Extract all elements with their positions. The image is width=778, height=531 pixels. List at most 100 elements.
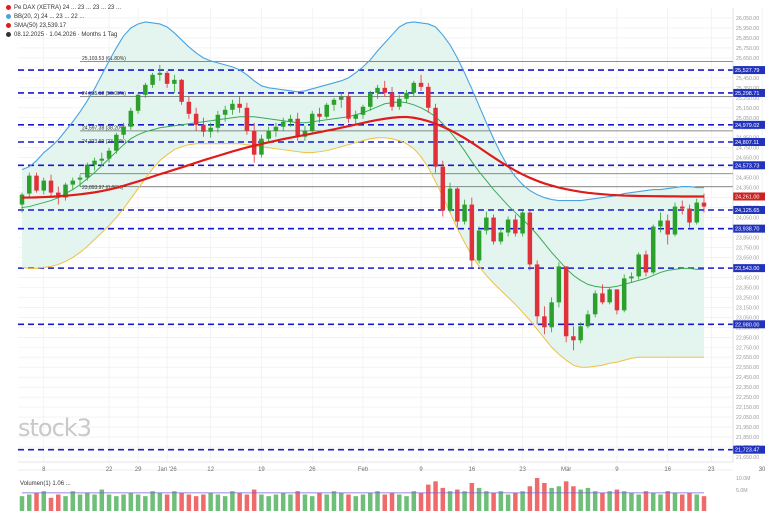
candle-down xyxy=(440,166,446,211)
volume-bar xyxy=(259,494,264,511)
volume-bar xyxy=(447,491,453,511)
y-tick-label: 22,250.00 xyxy=(736,395,759,401)
candle-up xyxy=(404,92,409,99)
volume-bar xyxy=(578,489,583,511)
candle-down xyxy=(469,204,475,261)
candle-down xyxy=(513,219,518,234)
volume-bar xyxy=(563,481,569,511)
candle-down xyxy=(426,86,431,108)
candle-down xyxy=(34,175,39,191)
volume-bar xyxy=(498,491,504,511)
candle-up xyxy=(27,175,32,194)
price-level-tag-label: 25,527.79 xyxy=(735,68,759,74)
volume-bar xyxy=(77,494,83,511)
volume-bar xyxy=(302,494,308,511)
candle-down xyxy=(48,180,54,193)
candle-down xyxy=(317,113,322,117)
y-tick-label: 25,250.00 xyxy=(736,96,759,102)
volume-bar xyxy=(186,494,192,511)
volume-bar xyxy=(280,492,286,511)
candle-up xyxy=(63,184,68,198)
y-tick-label: 23,150.00 xyxy=(736,305,759,311)
y-tick-label: 21,850.00 xyxy=(736,435,759,441)
price-level-tag xyxy=(733,88,765,97)
candle-down xyxy=(382,87,388,93)
candle-up xyxy=(484,217,489,231)
price-level-tag xyxy=(733,66,765,75)
volume-bar xyxy=(346,494,351,511)
price-level-tag xyxy=(733,264,765,273)
volume-bar xyxy=(491,492,496,511)
volume-bar xyxy=(19,496,25,511)
y-tick-label: 24,750.00 xyxy=(736,146,759,152)
candle-up xyxy=(273,126,279,131)
price-level-tag xyxy=(733,120,765,129)
candle-up xyxy=(650,226,656,273)
volume-bar xyxy=(665,491,670,511)
bollinger-lower-line xyxy=(21,137,704,368)
sma-line xyxy=(22,115,704,199)
volume-bar xyxy=(288,494,293,511)
candle-down xyxy=(563,266,569,337)
candle-up xyxy=(694,202,699,223)
candle-up xyxy=(556,266,562,303)
candle-down xyxy=(534,264,540,317)
candle-up xyxy=(353,114,358,119)
fib-level-label: 24,885.12 (50.00%) xyxy=(82,91,126,97)
volume-bar xyxy=(505,494,511,511)
y-tick-label: 21,950.00 xyxy=(736,425,759,431)
volume-bar xyxy=(215,494,221,511)
candle-up xyxy=(476,230,482,261)
volume-bar xyxy=(484,491,489,511)
candle-down xyxy=(237,103,242,108)
volume-bar xyxy=(179,492,184,511)
candle-up xyxy=(447,188,453,211)
candle-down xyxy=(687,208,692,223)
y-tick-label: 26,050.00 xyxy=(736,16,759,22)
volume-bar xyxy=(643,491,649,511)
candle-up xyxy=(607,289,612,303)
volume-bar xyxy=(571,486,576,511)
candle-down xyxy=(418,82,424,87)
volume-bar xyxy=(135,494,141,511)
volume-bar xyxy=(607,491,612,511)
candle-up xyxy=(462,204,467,222)
volume-bar xyxy=(418,492,424,511)
y-tick-label: 22,550.00 xyxy=(736,365,759,371)
volume-bar xyxy=(397,494,402,511)
volume-bar xyxy=(99,489,105,511)
candle-down xyxy=(643,254,649,273)
candle-down xyxy=(193,113,199,125)
y-tick-label: 22,450.00 xyxy=(736,375,759,381)
candle-up xyxy=(215,114,221,128)
legend-fib: 08.12.2025 · 1.04.2026 · Months 1 Tag xyxy=(6,31,121,40)
volume-bar xyxy=(534,478,540,511)
y-tick-label: 25,450.00 xyxy=(736,76,759,82)
volume-bar xyxy=(672,492,678,511)
candle-up xyxy=(505,219,511,233)
volume-bar xyxy=(636,494,641,511)
candle-up xyxy=(629,276,634,279)
y-tick-label: 23,850.00 xyxy=(736,235,759,241)
y-tick-label: 22,150.00 xyxy=(736,405,759,411)
y-tick-label: 25,350.00 xyxy=(736,86,759,92)
volume-bar xyxy=(650,492,656,511)
candle-up xyxy=(106,150,112,159)
legend-symbol: Pe DAX (XETRA) 24 ... 23 ... 23 ... 23 .… xyxy=(6,4,121,13)
y-tick-label: 22,750.00 xyxy=(736,345,759,351)
candle-up xyxy=(592,293,598,315)
volume-bar xyxy=(549,487,554,511)
bollinger-upper-line xyxy=(21,21,704,202)
y-tick-label: 23,750.00 xyxy=(736,245,759,251)
candle-up xyxy=(259,138,264,155)
volume-bar xyxy=(63,496,68,511)
candle-up xyxy=(92,160,97,165)
y-tick-label: 25,750.00 xyxy=(736,46,759,52)
volume-bar xyxy=(411,491,417,511)
volume-bar xyxy=(244,494,250,511)
volume-bar xyxy=(41,491,47,511)
candle-up xyxy=(230,103,235,110)
y-tick-label: 23,350.00 xyxy=(736,285,759,291)
